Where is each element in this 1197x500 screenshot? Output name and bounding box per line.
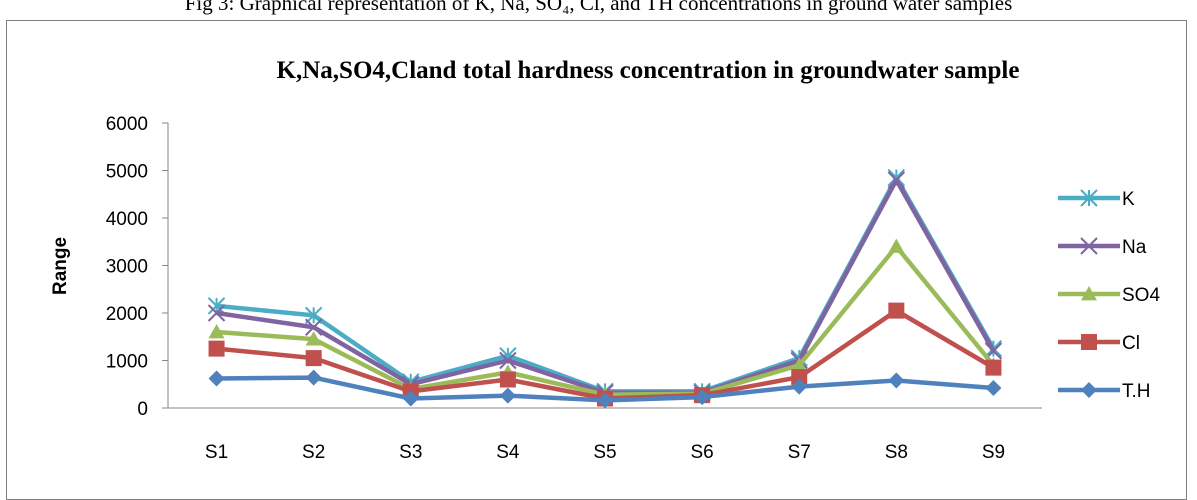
legend: K Na SO4 Cl T.H (1058, 189, 1160, 402)
data-point-marker (305, 331, 322, 346)
x-tick-label: S5 (593, 442, 616, 463)
x-tick-label: S7 (788, 442, 811, 463)
x-tick-label: S8 (885, 442, 908, 463)
data-point-marker (1081, 382, 1097, 398)
data-point-marker (499, 371, 516, 388)
legend-entry: SO4 (1058, 285, 1160, 306)
y-tick-label: 0 (137, 399, 148, 420)
legend-label: Cl (1122, 333, 1140, 354)
legend-label: T.H (1122, 381, 1151, 402)
data-point-marker (791, 378, 808, 395)
data-point-marker (694, 389, 711, 406)
data-point-marker (791, 357, 808, 372)
data-point-marker (1080, 237, 1098, 255)
y-tick-label: 1000 (106, 352, 148, 373)
legend-entry: K (1058, 189, 1135, 210)
legend-label: Na (1122, 237, 1147, 258)
series-line (216, 244, 996, 397)
data-point-marker (304, 318, 323, 336)
chart-title: K,Na,SO4,Cland total hardness concentrat… (277, 57, 1020, 84)
data-point-marker (887, 171, 906, 189)
legend-entry: T.H (1058, 381, 1151, 402)
x-tick-label: S2 (302, 442, 325, 463)
data-point-marker (1080, 189, 1098, 207)
y-tick-label: 5000 (106, 162, 148, 183)
data-point-marker (208, 370, 225, 387)
data-point-marker (597, 392, 613, 409)
legend-entry: Cl (1058, 333, 1140, 354)
data-point-marker (208, 324, 225, 339)
legend-label: SO4 (1122, 285, 1160, 306)
y-axis-label: Range (50, 237, 71, 295)
series-t-h (208, 369, 1002, 409)
y-tick-label: 3000 (106, 257, 148, 278)
data-point-marker (499, 351, 517, 370)
x-tick-label: S3 (399, 442, 422, 463)
chart-frame (6, 20, 1187, 500)
series-line (216, 175, 996, 394)
data-point-marker (208, 340, 225, 357)
legend-entry: Na (1058, 237, 1147, 258)
data-point-marker (985, 359, 1002, 376)
data-point-marker (305, 350, 322, 367)
x-tick-label: S9 (982, 442, 1005, 463)
data-point-marker (207, 297, 226, 315)
series-na (207, 171, 1003, 402)
data-point-marker (1081, 334, 1097, 350)
data-point-marker (207, 304, 226, 322)
data-point-marker (888, 302, 905, 319)
data-point-marker (499, 387, 516, 404)
data-point-marker (1081, 286, 1097, 301)
x-tick-label: S1 (205, 442, 228, 463)
series-line (216, 177, 996, 396)
series-layer (207, 168, 1003, 409)
data-point-marker (888, 372, 905, 389)
x-tick-label: S4 (496, 442, 520, 463)
data-point-marker (305, 369, 322, 386)
y-tick-label: 2000 (106, 304, 148, 325)
axes: 0 1000 2000 3000 4000 5000 6000 S1 S2 S3 S4 S5 S6 S7 S… (106, 114, 1042, 463)
data-point-marker (402, 390, 419, 407)
figure-caption: Fig 3: Graphical representation of K, Na… (184, 0, 1013, 15)
series-cl (208, 302, 1002, 407)
x-tick-label: S6 (690, 442, 713, 463)
legend-label: K (1122, 189, 1135, 210)
data-point-marker (791, 369, 808, 386)
line-chart: K,Na,SO4,Cland total hardness concentrat… (50, 57, 1160, 463)
data-point-marker (888, 238, 905, 253)
y-tick-label: 6000 (106, 114, 148, 135)
data-point-marker (985, 380, 1002, 397)
y-tick-label: 4000 (106, 209, 148, 230)
